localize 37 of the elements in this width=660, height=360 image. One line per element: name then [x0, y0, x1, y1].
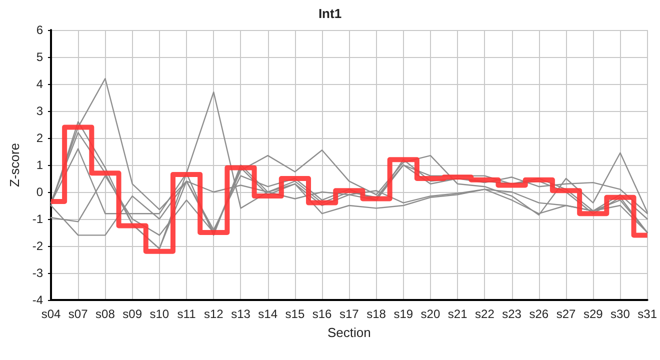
x-tick-label: s13	[231, 307, 251, 321]
x-tick-label: s23	[502, 307, 522, 321]
y-tick-label: 5	[36, 50, 44, 64]
x-tick-label: s26	[529, 307, 549, 321]
y-tick-label: -2	[32, 239, 44, 253]
y-axis-title: Z-score	[7, 142, 22, 188]
y-tick-label: -4	[32, 293, 44, 307]
x-tick-label: s07	[68, 307, 88, 321]
y-tick-label: 1	[36, 158, 44, 172]
y-tick-label: 2	[36, 131, 44, 145]
x-tick-label: s22	[475, 307, 495, 321]
y-tick-label: 3	[36, 104, 44, 118]
x-tick-label: s21	[448, 307, 468, 321]
x-tick-label: s12	[204, 307, 224, 321]
x-tick-label: s31	[638, 307, 658, 321]
y-tick-label: 4	[36, 77, 44, 91]
x-tick-label: s11	[177, 307, 196, 321]
y-tick-label: 0	[36, 185, 44, 199]
x-tick-label: s30	[610, 307, 630, 321]
x-tick-label: s29	[583, 307, 604, 321]
x-tick-label: s17	[339, 307, 360, 321]
x-tick-label: s14	[258, 307, 278, 321]
x-tick-label: s27	[556, 307, 576, 321]
x-tick-label: s16	[312, 307, 332, 321]
x-tick-label: s08	[96, 307, 116, 321]
x-tick-label: s09	[122, 307, 142, 321]
y-tick-label: -3	[32, 266, 44, 280]
y-tick-label: 6	[36, 23, 44, 37]
x-tick-label: s19	[394, 307, 414, 321]
x-tick-label: s18	[366, 307, 386, 321]
x-axis-title: Section	[327, 325, 371, 340]
x-tick-label: s20	[420, 307, 440, 321]
chart-title: Int1	[318, 6, 342, 21]
x-tick-label: s15	[285, 307, 305, 321]
y-tick-label: -1	[32, 212, 44, 226]
x-tick-label: s10	[150, 307, 170, 321]
x-tick-label: s04	[41, 307, 61, 321]
